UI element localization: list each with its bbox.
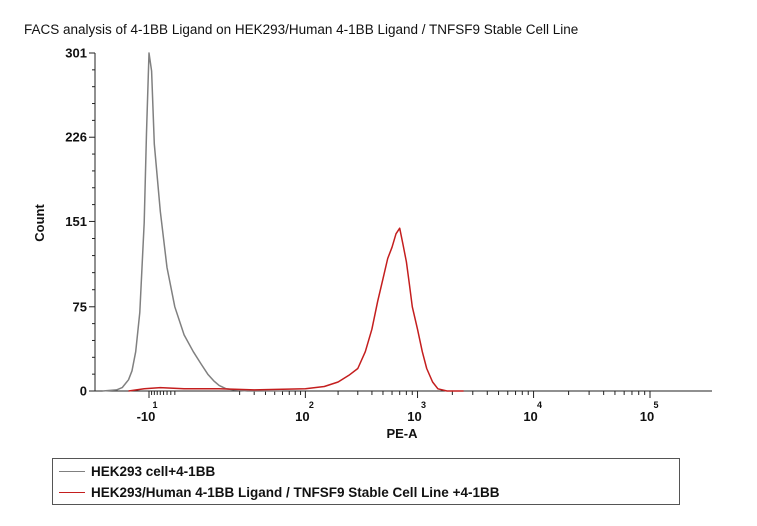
x-tick-exponent: 5: [653, 400, 658, 410]
legend-label: HEK293 cell+4-1BB: [91, 463, 216, 479]
y-tick-label: 75: [73, 299, 87, 314]
y-axis-label: Count: [32, 204, 47, 242]
chart-title: FACS analysis of 4-1BB Ligand on HEK293/…: [24, 22, 579, 37]
x-tick-label: 10: [523, 409, 537, 424]
x-tick-label: 10: [407, 409, 421, 424]
legend-swatch-gray: [59, 470, 85, 472]
x-tick-exponent: 3: [421, 400, 426, 410]
legend-item-stable-line: HEK293/Human 4-1BB Ligand / TNFSF9 Stabl…: [59, 482, 499, 502]
x-axis-label: PE-A: [386, 426, 418, 441]
x-tick-label: 10: [640, 409, 654, 424]
series-line-0: [102, 52, 283, 392]
legend-label: HEK293/Human 4-1BB Ligand / TNFSF9 Stabl…: [91, 484, 500, 500]
x-tick-label: -10: [137, 409, 156, 424]
series-layer: [102, 52, 464, 392]
legend: HEK293 cell+4-1BB HEK293/Human 4-1BB Lig…: [52, 458, 680, 505]
legend-item-hek293: HEK293 cell+4-1BB: [59, 461, 215, 481]
y-tick-label: 0: [80, 384, 87, 399]
x-tick-label: 10: [295, 409, 309, 424]
y-tick-label: 151: [65, 214, 87, 229]
y-tick-label: 301: [65, 46, 87, 61]
y-tick-label: 226: [65, 130, 87, 145]
x-tick-exponent: 1: [152, 400, 157, 410]
legend-swatch-red: [59, 491, 85, 493]
x-tick-exponent: 2: [309, 400, 314, 410]
x-tick-exponent: 4: [537, 400, 542, 410]
series-line-1: [128, 227, 464, 392]
